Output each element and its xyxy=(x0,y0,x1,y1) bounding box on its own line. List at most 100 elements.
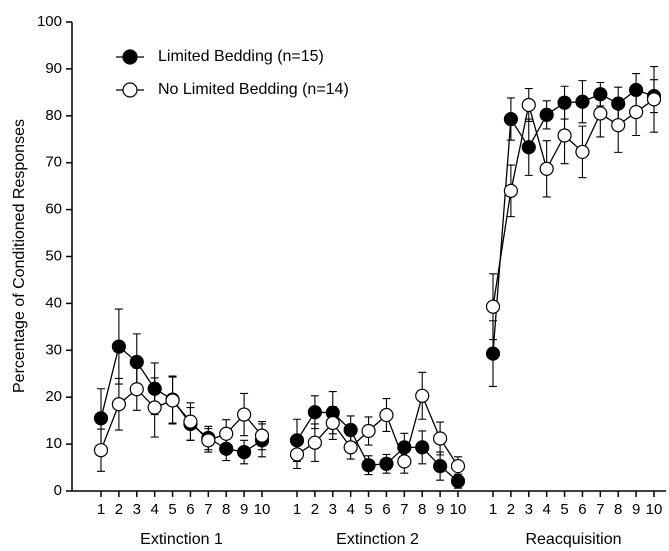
legend-marker xyxy=(122,49,138,65)
x-tick-label: 2 xyxy=(311,501,319,518)
x-tick-label: 10 xyxy=(254,501,271,518)
x-tick-label: 2 xyxy=(507,501,515,518)
data-point xyxy=(450,459,466,474)
x-tick-label: 9 xyxy=(436,501,444,518)
x-tick-label: 2 xyxy=(115,501,123,518)
y-tick-label: 100 xyxy=(37,13,62,30)
x-tick-label: 6 xyxy=(186,501,194,518)
x-tick-label: 3 xyxy=(133,501,141,518)
data-point xyxy=(254,428,270,443)
data-point xyxy=(646,92,662,107)
data-point xyxy=(593,106,608,121)
group-label: Reacquisition xyxy=(525,531,621,548)
data-point xyxy=(503,111,518,127)
data-point xyxy=(361,458,376,473)
x-tick-label: 5 xyxy=(364,501,372,518)
legend-label: No Limited Bedding (n=14) xyxy=(158,81,349,98)
data-point xyxy=(611,96,626,111)
data-point xyxy=(307,435,322,450)
series-line xyxy=(100,388,263,451)
data-point xyxy=(575,144,590,160)
data-point xyxy=(433,431,448,446)
data-point xyxy=(307,405,322,420)
data-point xyxy=(575,94,590,109)
data-point xyxy=(93,443,109,458)
y-tick-label: 80 xyxy=(45,107,62,124)
legend-marker xyxy=(122,82,138,98)
data-point xyxy=(379,407,394,423)
x-tick-label: 6 xyxy=(382,501,390,518)
data-point xyxy=(129,382,144,397)
data-point xyxy=(433,459,448,474)
data-point xyxy=(415,388,430,403)
data-point xyxy=(611,118,626,133)
data-point xyxy=(201,433,216,448)
x-tick-label: 10 xyxy=(450,501,467,518)
series-line xyxy=(296,393,459,467)
x-tick-label: 7 xyxy=(400,501,408,518)
data-point xyxy=(289,447,305,462)
data-point xyxy=(219,441,234,456)
group-label: Extinction 1 xyxy=(140,531,223,548)
data-point xyxy=(521,97,536,113)
data-point xyxy=(165,393,180,408)
data-point xyxy=(593,87,608,102)
x-tick-label: 1 xyxy=(489,501,497,518)
data-point xyxy=(415,440,430,455)
x-tick-label: 7 xyxy=(204,501,212,518)
y-tick-label: 50 xyxy=(45,247,62,264)
y-tick-label: 30 xyxy=(45,341,62,358)
data-point xyxy=(485,299,501,314)
x-tick-label: 8 xyxy=(614,501,622,518)
x-tick-label: 8 xyxy=(418,501,426,518)
data-point xyxy=(379,456,394,471)
data-point xyxy=(325,415,340,431)
series-line xyxy=(492,98,655,307)
data-point xyxy=(237,444,252,460)
y-tick-label: 10 xyxy=(45,435,62,452)
data-point xyxy=(147,381,162,396)
x-tick-label: 8 xyxy=(222,501,230,518)
data-point xyxy=(129,354,144,370)
data-point xyxy=(485,346,501,361)
data-point xyxy=(521,140,536,155)
y-tick-label: 60 xyxy=(45,201,62,218)
data-point xyxy=(629,104,644,120)
data-point xyxy=(397,440,412,455)
series-line xyxy=(296,411,459,482)
data-point xyxy=(539,161,554,176)
group-label: Extinction 2 xyxy=(336,531,419,548)
x-tick-label: 3 xyxy=(525,501,533,518)
data-point xyxy=(93,411,109,426)
data-point xyxy=(219,426,234,441)
x-tick-label: 9 xyxy=(240,501,248,518)
data-point xyxy=(147,400,162,415)
legend-label: Limited Bedding (n=15) xyxy=(158,48,324,65)
x-tick-label: 4 xyxy=(542,501,550,518)
data-point xyxy=(629,82,644,98)
series-line xyxy=(492,89,655,354)
x-tick-label: 6 xyxy=(578,501,586,518)
data-point xyxy=(361,423,376,439)
y-tick-label: 40 xyxy=(45,294,62,311)
data-point xyxy=(539,107,554,122)
data-point xyxy=(397,454,412,469)
data-point xyxy=(503,183,518,198)
data-point xyxy=(237,407,252,422)
x-tick-label: 10 xyxy=(646,501,663,518)
data-point xyxy=(111,339,126,354)
y-tick-label: 70 xyxy=(45,154,62,171)
y-tick-label: 0 xyxy=(54,482,62,499)
data-point xyxy=(343,422,358,438)
data-point xyxy=(111,397,126,412)
y-tick-label: 90 xyxy=(45,60,62,77)
x-tick-label: 7 xyxy=(596,501,604,518)
x-tick-label: 4 xyxy=(150,501,158,518)
x-tick-label: 9 xyxy=(632,501,640,518)
y-axis-label: Percentage of Conditioned Responses xyxy=(11,119,28,393)
x-tick-label: 3 xyxy=(329,501,337,518)
x-tick-label: 1 xyxy=(97,501,105,518)
x-tick-label: 5 xyxy=(168,501,176,518)
data-point xyxy=(450,474,466,489)
